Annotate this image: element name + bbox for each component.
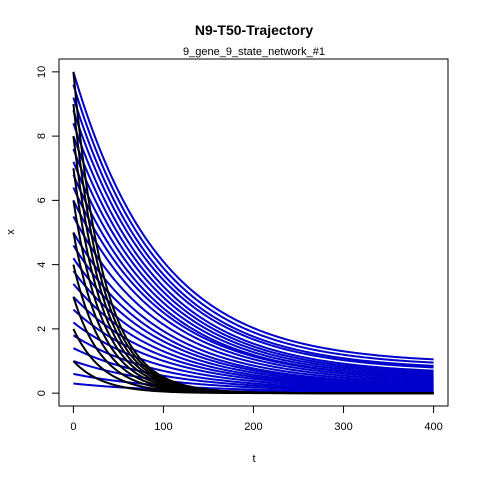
series-line-7 bbox=[72, 161, 434, 377]
series-line-0 bbox=[72, 71, 434, 361]
series-line-12 bbox=[72, 232, 434, 383]
y-tick-label: 10 bbox=[36, 66, 48, 78]
y-tick-label: 6 bbox=[36, 197, 48, 203]
y-axis: 0 2 4 6 8 10 bbox=[36, 66, 59, 396]
y-tick-label: 4 bbox=[36, 262, 48, 268]
x-tick-label: 200 bbox=[244, 421, 262, 433]
series-line-5 bbox=[72, 135, 434, 374]
x-axis: 0 100 200 300 400 bbox=[70, 406, 443, 433]
series-line-34 bbox=[72, 360, 434, 395]
series-line-19 bbox=[72, 321, 434, 390]
y-tick-label: 8 bbox=[36, 133, 48, 139]
series-layer bbox=[72, 71, 434, 395]
series-line-14 bbox=[72, 257, 434, 386]
x-axis-label: t bbox=[252, 453, 255, 465]
series-line-23 bbox=[73, 372, 434, 393]
series-line-1 bbox=[72, 84, 434, 364]
x-tick-label: 0 bbox=[70, 421, 76, 433]
series-line-6 bbox=[72, 148, 434, 375]
x-tick-label: 100 bbox=[154, 421, 172, 433]
series-line-15 bbox=[72, 270, 434, 387]
series-line-3 bbox=[72, 110, 434, 369]
chart-title: N9-T50-Trajectory bbox=[195, 22, 313, 38]
x-tick-label: 400 bbox=[424, 421, 442, 433]
series-line-2 bbox=[72, 97, 434, 367]
series-line-4 bbox=[72, 122, 434, 372]
series-line-10 bbox=[72, 199, 434, 380]
x-tick-label: 300 bbox=[334, 421, 352, 433]
chart-subtitle: 9_gene_9_state_network_#1 bbox=[183, 46, 325, 58]
y-axis-label: x bbox=[5, 229, 17, 235]
y-tick-label: 0 bbox=[36, 390, 48, 396]
series-line-9 bbox=[72, 187, 434, 379]
series-line-11 bbox=[72, 215, 434, 382]
y-tick-label: 2 bbox=[36, 326, 48, 332]
